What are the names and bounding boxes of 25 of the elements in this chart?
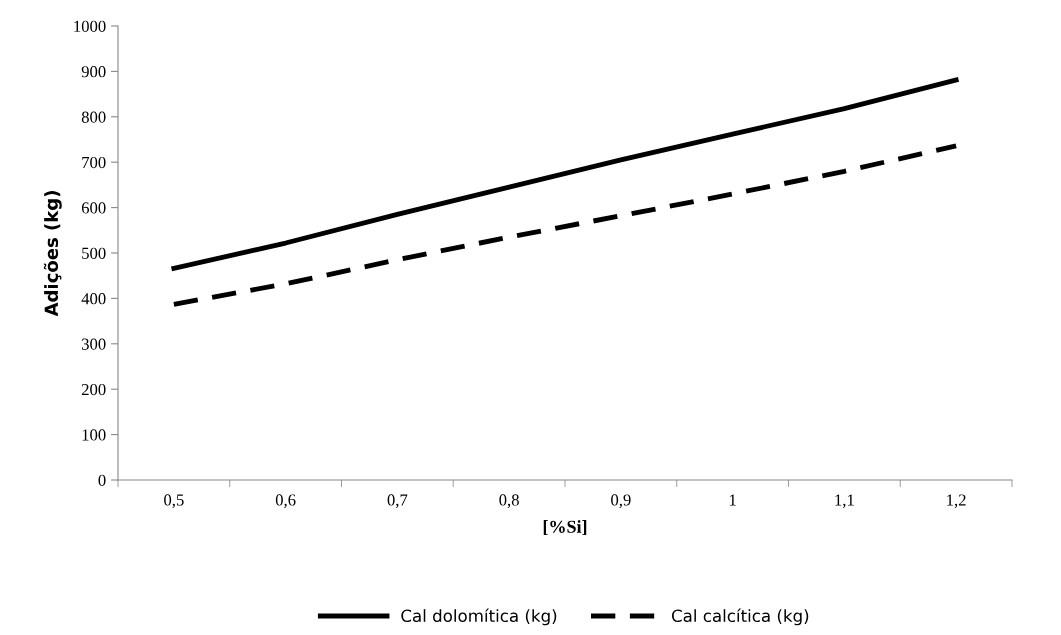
y-tick-label: 600 [81,202,106,214]
y-tick-label: 800 [81,111,106,123]
x-tick-label: 0,8 [499,494,519,509]
y-tick-label: 500 [82,247,106,259]
y-tick-label: 900 [81,66,106,78]
y-axis-title: Adições (kg) [43,191,62,317]
x-tick-label: 0,7 [387,494,408,509]
y-tick-label: 100 [82,429,106,441]
x-tick-label: 1,1 [835,494,854,509]
legend-label: Cal calcítica (kg) [671,608,809,626]
line-series [171,77,959,271]
x-tick-label: 0,6 [275,494,296,509]
x-tick-label: 0,5 [164,494,184,509]
x-tick-label: 0,9 [611,494,631,509]
y-tick-label: 1000 [74,20,106,32]
y-tick-label: 0 [98,474,106,486]
y-tick-label: 400 [81,293,106,305]
x-tick-label: 1,2 [947,494,966,509]
y-tick-label: 300 [81,338,106,350]
legend-label: Cal dolomítica (kg) [401,608,557,626]
y-tick-label: 200 [81,383,106,396]
x-tick-label: 1 [729,494,736,506]
y-tick-label: 700 [82,156,106,169]
line-series [171,143,959,307]
x-axis-title: [%Si] [543,520,587,536]
